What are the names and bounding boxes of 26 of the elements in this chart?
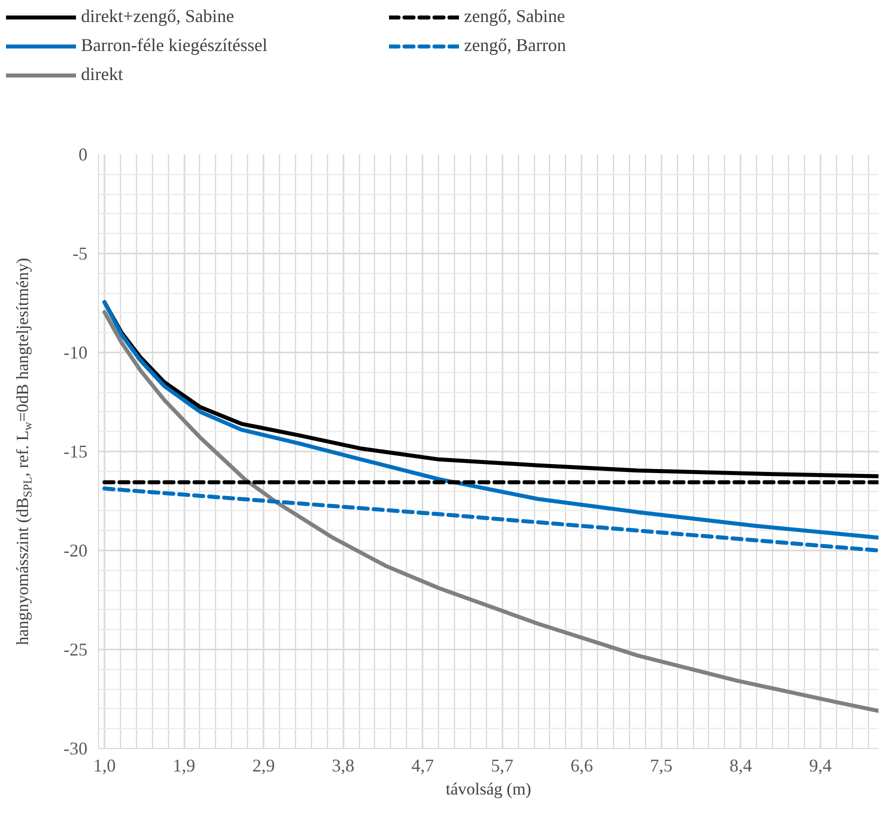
y-tick-label: -20 xyxy=(64,540,88,560)
y-tick-label: 0 xyxy=(78,144,88,164)
legend-label: Barron-féle kiegészítéssel xyxy=(81,35,268,56)
y-tick-label: -10 xyxy=(64,342,88,362)
x-tick-label: 5,7 xyxy=(490,756,514,776)
x-tick-label: 8,4 xyxy=(730,756,752,776)
y-tick-label: -5 xyxy=(72,244,88,264)
x-tick-label: 9,4 xyxy=(809,756,832,776)
x-tick-label: 7,5 xyxy=(650,756,673,776)
x-tick-label: 2,9 xyxy=(252,756,275,776)
x-tick-label: 1,0 xyxy=(93,756,116,776)
legend-label: zengő, Sabine xyxy=(464,6,566,27)
y-tick-label: -30 xyxy=(64,738,88,758)
x-tick-label: 3,8 xyxy=(332,756,354,776)
legend-label: direkt xyxy=(81,64,124,85)
legend-label: direkt+zengő, Sabine xyxy=(81,6,236,27)
line-series xyxy=(102,310,878,713)
legend-label: zengő, Barron xyxy=(464,35,567,56)
line-series xyxy=(102,300,878,540)
y-axis-title: hangnyomásszint (dBSPL, ref. Lw=0dB hangteljesítmény) xyxy=(13,258,34,646)
x-tick-label: 1,9 xyxy=(172,756,196,776)
x-tick-label: 6,6 xyxy=(570,756,593,776)
x-axis-title: távolság (m) xyxy=(446,780,532,798)
x-tick-label: 4,7 xyxy=(411,756,434,776)
y-tick-label: -25 xyxy=(64,640,88,660)
y-tick-label: -15 xyxy=(64,442,88,462)
